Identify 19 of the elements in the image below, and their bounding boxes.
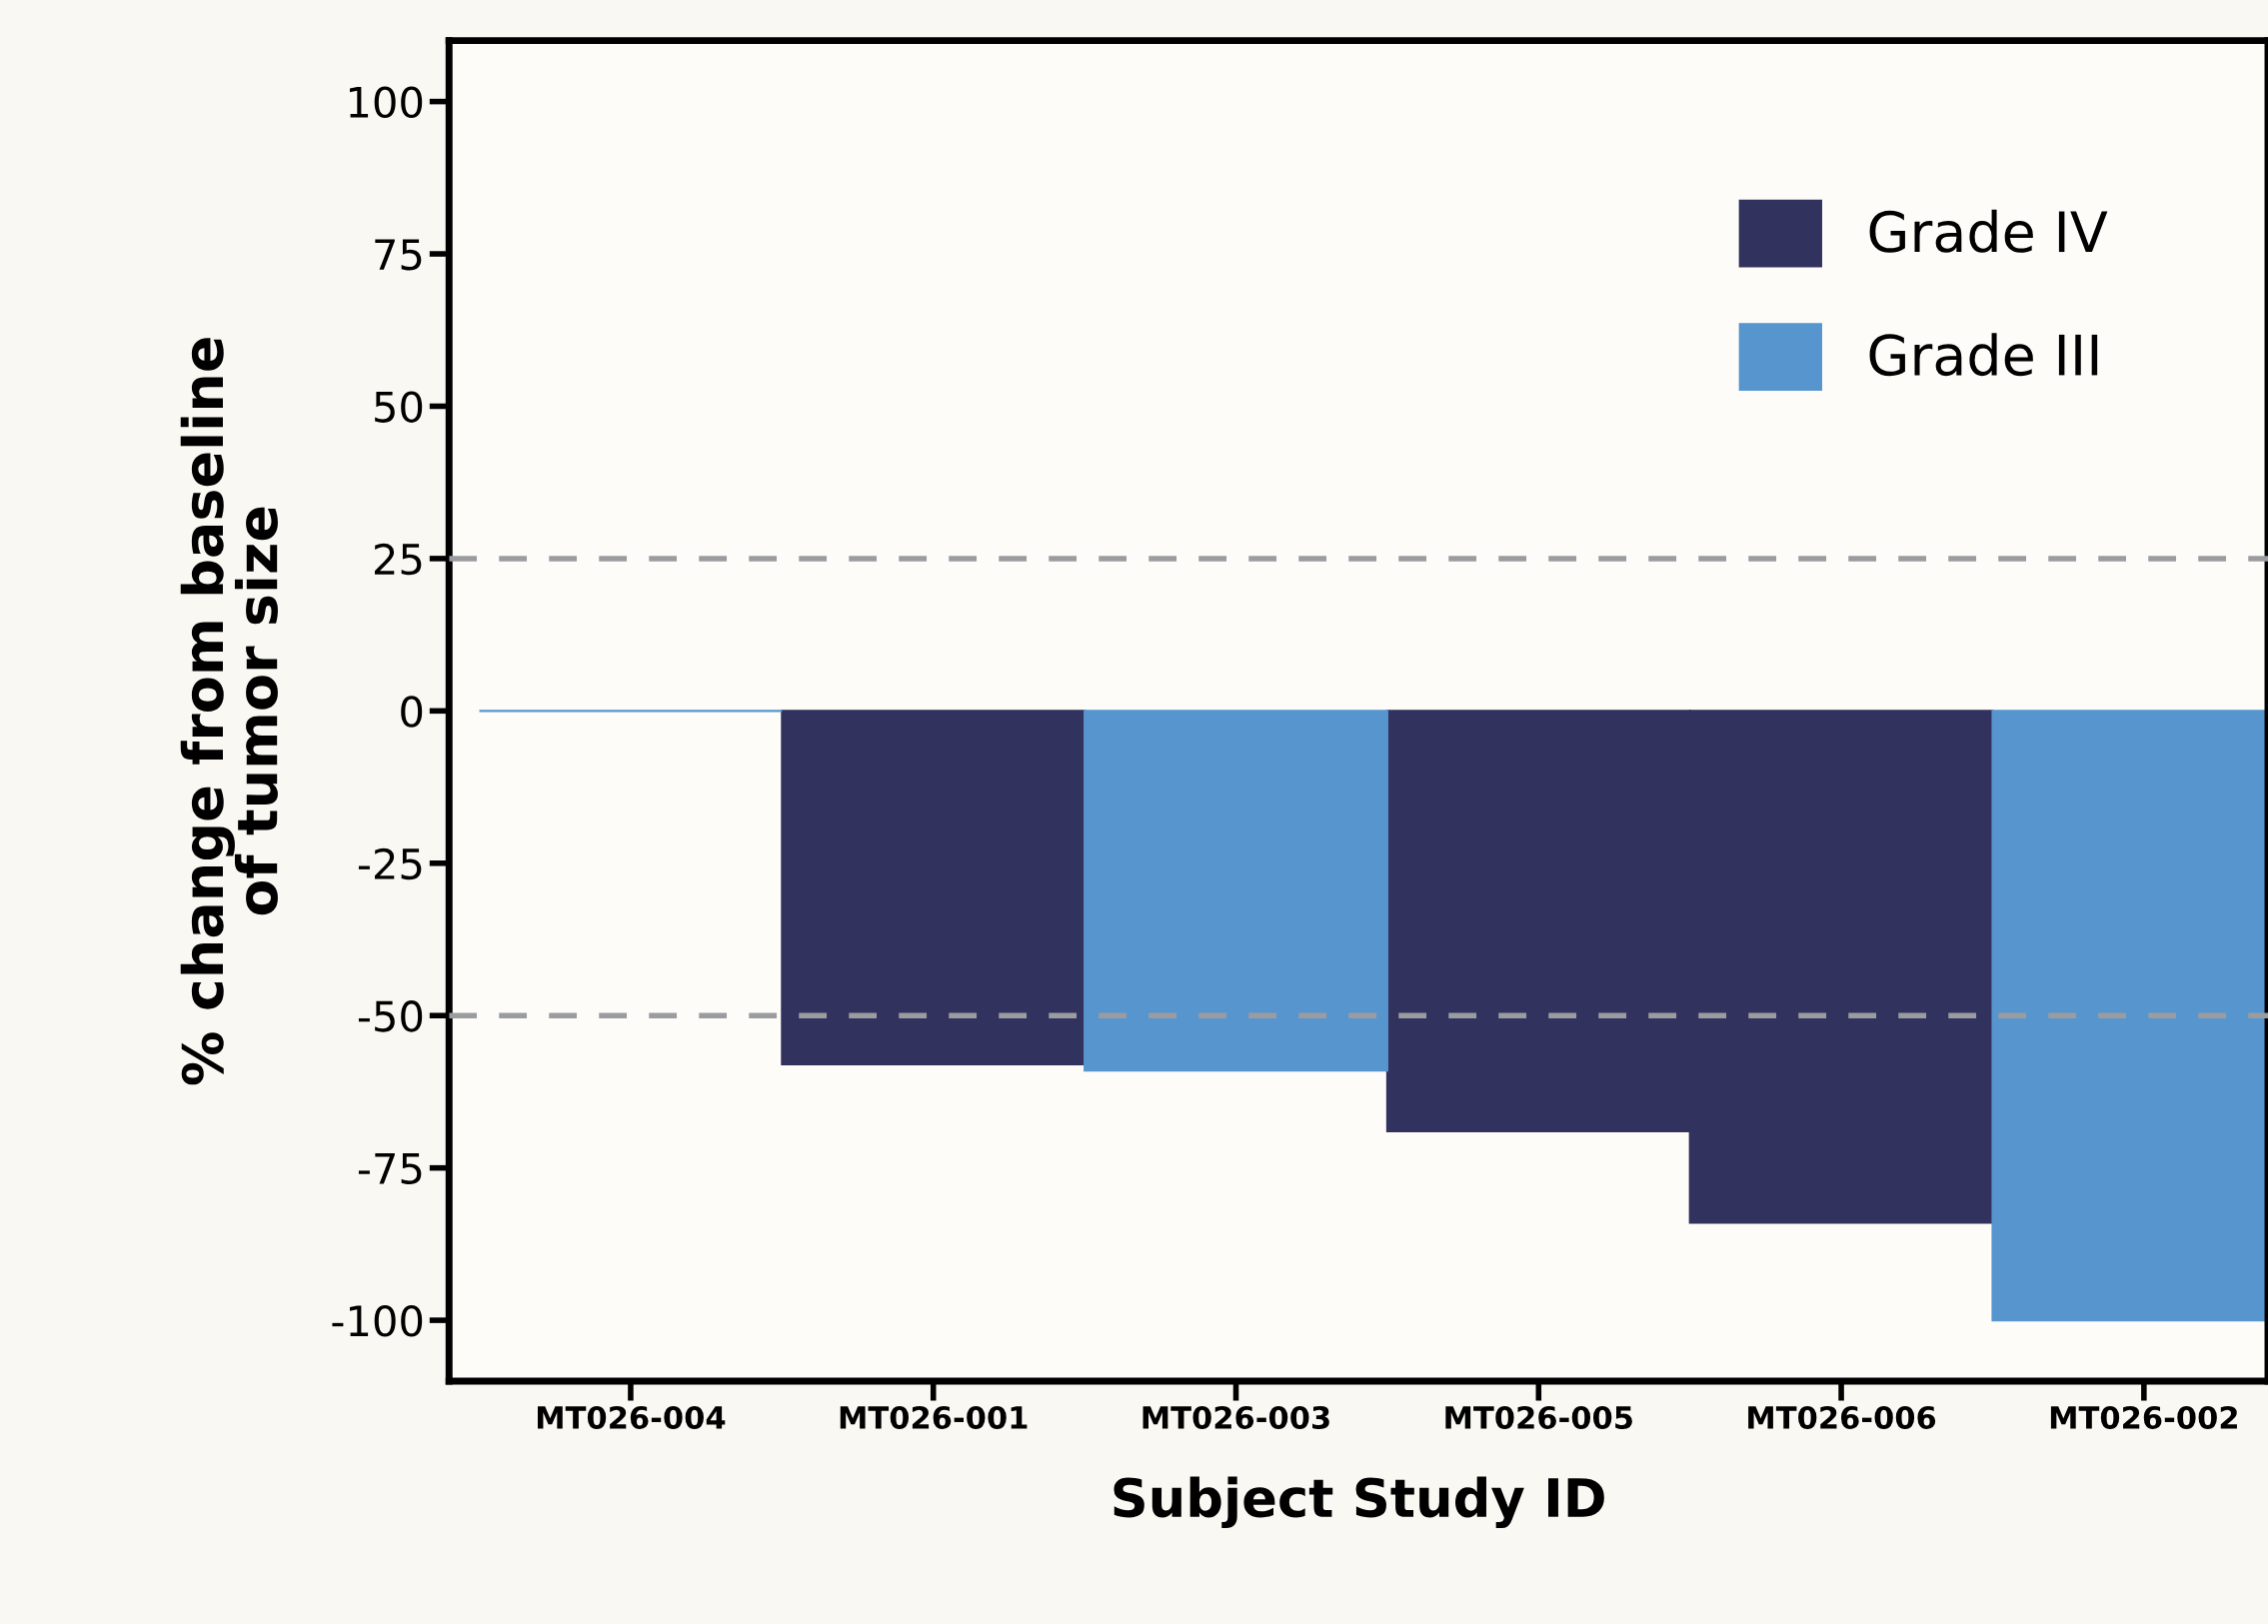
y-tick-label: 75 (375, 239, 422, 271)
x-tick-label: MT026-004 (537, 1405, 726, 1430)
y-tick-label: -100 (332, 1304, 423, 1337)
x-tick-label: MT026-003 (1142, 1405, 1329, 1430)
x-tick-label: MT026-006 (1748, 1405, 1936, 1430)
y-tick-label: 50 (375, 391, 423, 423)
y-tick-label: 25 (374, 543, 422, 576)
legend-label: Grade III (1869, 333, 2098, 377)
y-tick-label: -50 (358, 1000, 423, 1032)
x-tick-label: MT026-002 (2050, 1405, 2237, 1430)
y-tick-label: 0 (401, 696, 423, 728)
y-tick-label: -25 (358, 847, 422, 880)
y-tick-label: 100 (350, 86, 423, 119)
y-axis-title: % change from baseline of tumor size (180, 338, 278, 1085)
legend-label: Grade IV (1869, 209, 2108, 253)
x-axis-title: Subject Study ID (1114, 1476, 1604, 1529)
y-tick-label: -75 (358, 1153, 422, 1185)
x-tick-label: MT026-001 (840, 1405, 1028, 1430)
x-tick-label: MT026-005 (1445, 1405, 1632, 1430)
